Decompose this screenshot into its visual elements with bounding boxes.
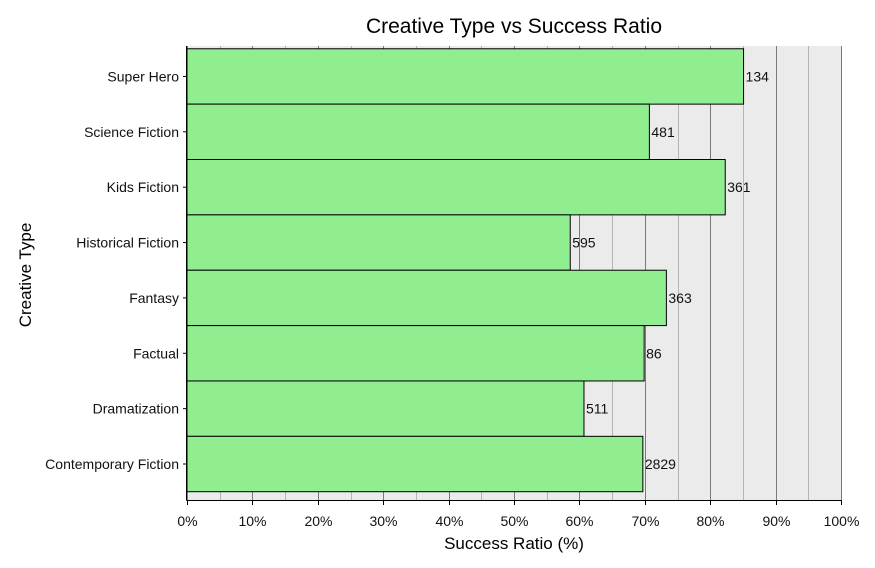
- x-tick-label: 40%: [435, 513, 463, 529]
- x-tick-label: 60%: [565, 513, 593, 529]
- x-tick-label: 80%: [696, 513, 724, 529]
- x-axis-title: Success Ratio (%): [444, 534, 584, 553]
- y-tick-label: Science Fiction: [84, 124, 179, 140]
- data-label: 2829: [645, 456, 676, 472]
- y-tick-label: Historical Fiction: [76, 235, 179, 251]
- x-tick-label: 10%: [238, 513, 266, 529]
- data-label: 134: [746, 68, 770, 84]
- y-tick-label: Contemporary Fiction: [45, 456, 179, 472]
- bar-dramatization: [186, 380, 585, 437]
- y-ticks: Super Hero Science Fiction Kids Fiction His…: [45, 68, 187, 472]
- data-label: 361: [727, 179, 751, 195]
- x-tick-label: 20%: [304, 513, 332, 529]
- bar-historical-fiction: [186, 214, 571, 271]
- x-tick-label: 30%: [369, 513, 397, 529]
- x-ticks: 0% 10% 20% 30% 40% 50% 60% 70% 80% 90% 100%: [177, 500, 859, 529]
- bar-super-hero: [186, 48, 745, 105]
- y-axis-title: Creative Type: [16, 223, 35, 328]
- bar-factual: [186, 325, 645, 382]
- bar-kids-fiction: [186, 159, 726, 216]
- data-label: 363: [668, 290, 692, 306]
- y-tick-label: Kids Fiction: [107, 179, 179, 195]
- data-label: 86: [646, 345, 662, 361]
- y-tick-label: Fantasy: [129, 290, 179, 306]
- bar-fantasy: [186, 269, 667, 327]
- data-label: 595: [572, 235, 596, 251]
- y-tick-label: Factual: [133, 345, 179, 361]
- data-labels: 134 481 361 595 363 86 511 2829: [572, 68, 769, 472]
- y-tick-label: Dramatization: [93, 401, 179, 417]
- x-tick-label: 0%: [177, 513, 197, 529]
- bar-contemporary-fiction: [186, 435, 644, 493]
- chart-title: Creative Type vs Success Ratio: [366, 15, 662, 38]
- x-tick-label: 90%: [762, 513, 790, 529]
- x-tick-label: 50%: [500, 513, 528, 529]
- bar-science-fiction: [186, 103, 650, 160]
- x-tick-label: 100%: [824, 513, 860, 529]
- data-label: 511: [586, 401, 609, 417]
- bars: [186, 48, 745, 493]
- data-label: 481: [651, 124, 675, 140]
- x-tick-label: 70%: [631, 513, 659, 529]
- y-tick-label: Super Hero: [107, 68, 179, 84]
